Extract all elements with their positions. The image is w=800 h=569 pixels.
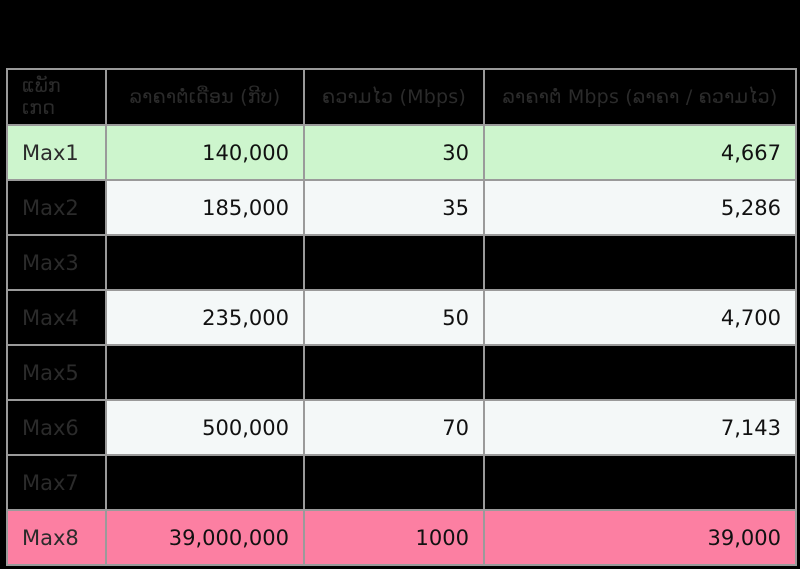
cell-speed: 1000 [304,510,485,565]
cell-price-per-mbps: 4,667 [484,125,796,181]
column-header-price-per-month: ລາຄາຕໍ່ເດືອນ (ກີບ) [106,69,305,126]
cell-package: Max3 [7,235,107,291]
package-price-table-container: ແພັກເກດ ລາຄາຕໍ່ເດືອນ (ກີບ) ຄວາມໄວ (Mbps)… [6,68,797,566]
cell-price-per-month: 500,000 [106,400,305,456]
cell-price-per-mbps [484,235,796,291]
table-row[interactable]: Max2 185,000 35 5,286 [7,180,796,236]
cell-price-per-month: 39,000,000 [106,510,305,565]
table-row[interactable]: Max6 500,000 70 7,143 [7,400,796,456]
table-row[interactable]: Max4 235,000 50 4,700 [7,290,796,346]
table-row[interactable]: Max7 [7,455,796,511]
cell-package: Max4 [7,290,107,346]
table-row[interactable]: Max3 [7,235,796,291]
column-header-price-per-mbps: ລາຄາຕໍ່ Mbps (ລາຄາ / ຄວາມໄວ) [484,69,796,126]
cell-speed: 30 [304,125,485,181]
table-row[interactable]: Max5 [7,345,796,401]
cell-speed [304,345,485,401]
column-header-package: ແພັກເກດ [7,69,107,126]
cell-price-per-month [106,345,305,401]
table-row[interactable]: Max1 140,000 30 4,667 [7,125,796,181]
cell-package: Max8 [7,510,107,565]
table-header: ແພັກເກດ ລາຄາຕໍ່ເດືອນ (ກີບ) ຄວາມໄວ (Mbps)… [7,69,796,126]
cell-price-per-month [106,455,305,511]
table-row[interactable]: Max8 39,000,000 1000 39,000 [7,510,796,565]
cell-speed: 35 [304,180,485,236]
package-price-table: ແພັກເກດ ລາຄາຕໍ່ເດືອນ (ກີບ) ຄວາມໄວ (Mbps)… [6,68,797,566]
cell-package: Max6 [7,400,107,456]
cell-price-per-mbps [484,345,796,401]
column-header-speed: ຄວາມໄວ (Mbps) [304,69,485,126]
cell-price-per-mbps: 39,000 [484,510,796,565]
cell-package: Max2 [7,180,107,236]
table-body: Max1 140,000 30 4,667 Max2 185,000 35 5,… [7,125,796,565]
cell-speed [304,235,485,291]
cell-price-per-month: 185,000 [106,180,305,236]
cell-speed: 50 [304,290,485,346]
cell-price-per-mbps [484,455,796,511]
cell-price-per-month: 235,000 [106,290,305,346]
cell-price-per-mbps: 5,286 [484,180,796,236]
table-header-row: ແພັກເກດ ລາຄາຕໍ່ເດືອນ (ກີບ) ຄວາມໄວ (Mbps)… [7,69,796,126]
cell-package: Max1 [7,125,107,181]
cell-package: Max7 [7,455,107,511]
cell-price-per-month: 140,000 [106,125,305,181]
cell-price-per-mbps: 4,700 [484,290,796,346]
cell-speed [304,455,485,511]
cell-speed: 70 [304,400,485,456]
cell-price-per-month [106,235,305,291]
cell-price-per-mbps: 7,143 [484,400,796,456]
cell-package: Max5 [7,345,107,401]
